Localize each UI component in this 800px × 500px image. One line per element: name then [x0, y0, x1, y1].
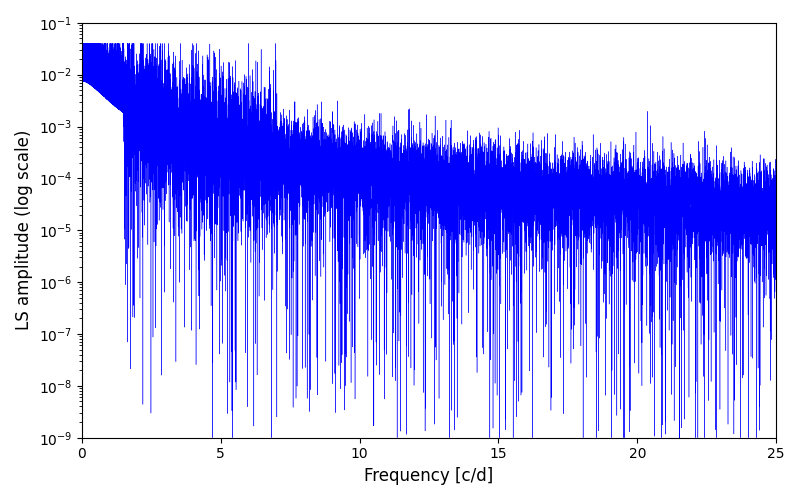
Y-axis label: LS amplitude (log scale): LS amplitude (log scale) [15, 130, 33, 330]
X-axis label: Frequency [c/d]: Frequency [c/d] [364, 467, 494, 485]
